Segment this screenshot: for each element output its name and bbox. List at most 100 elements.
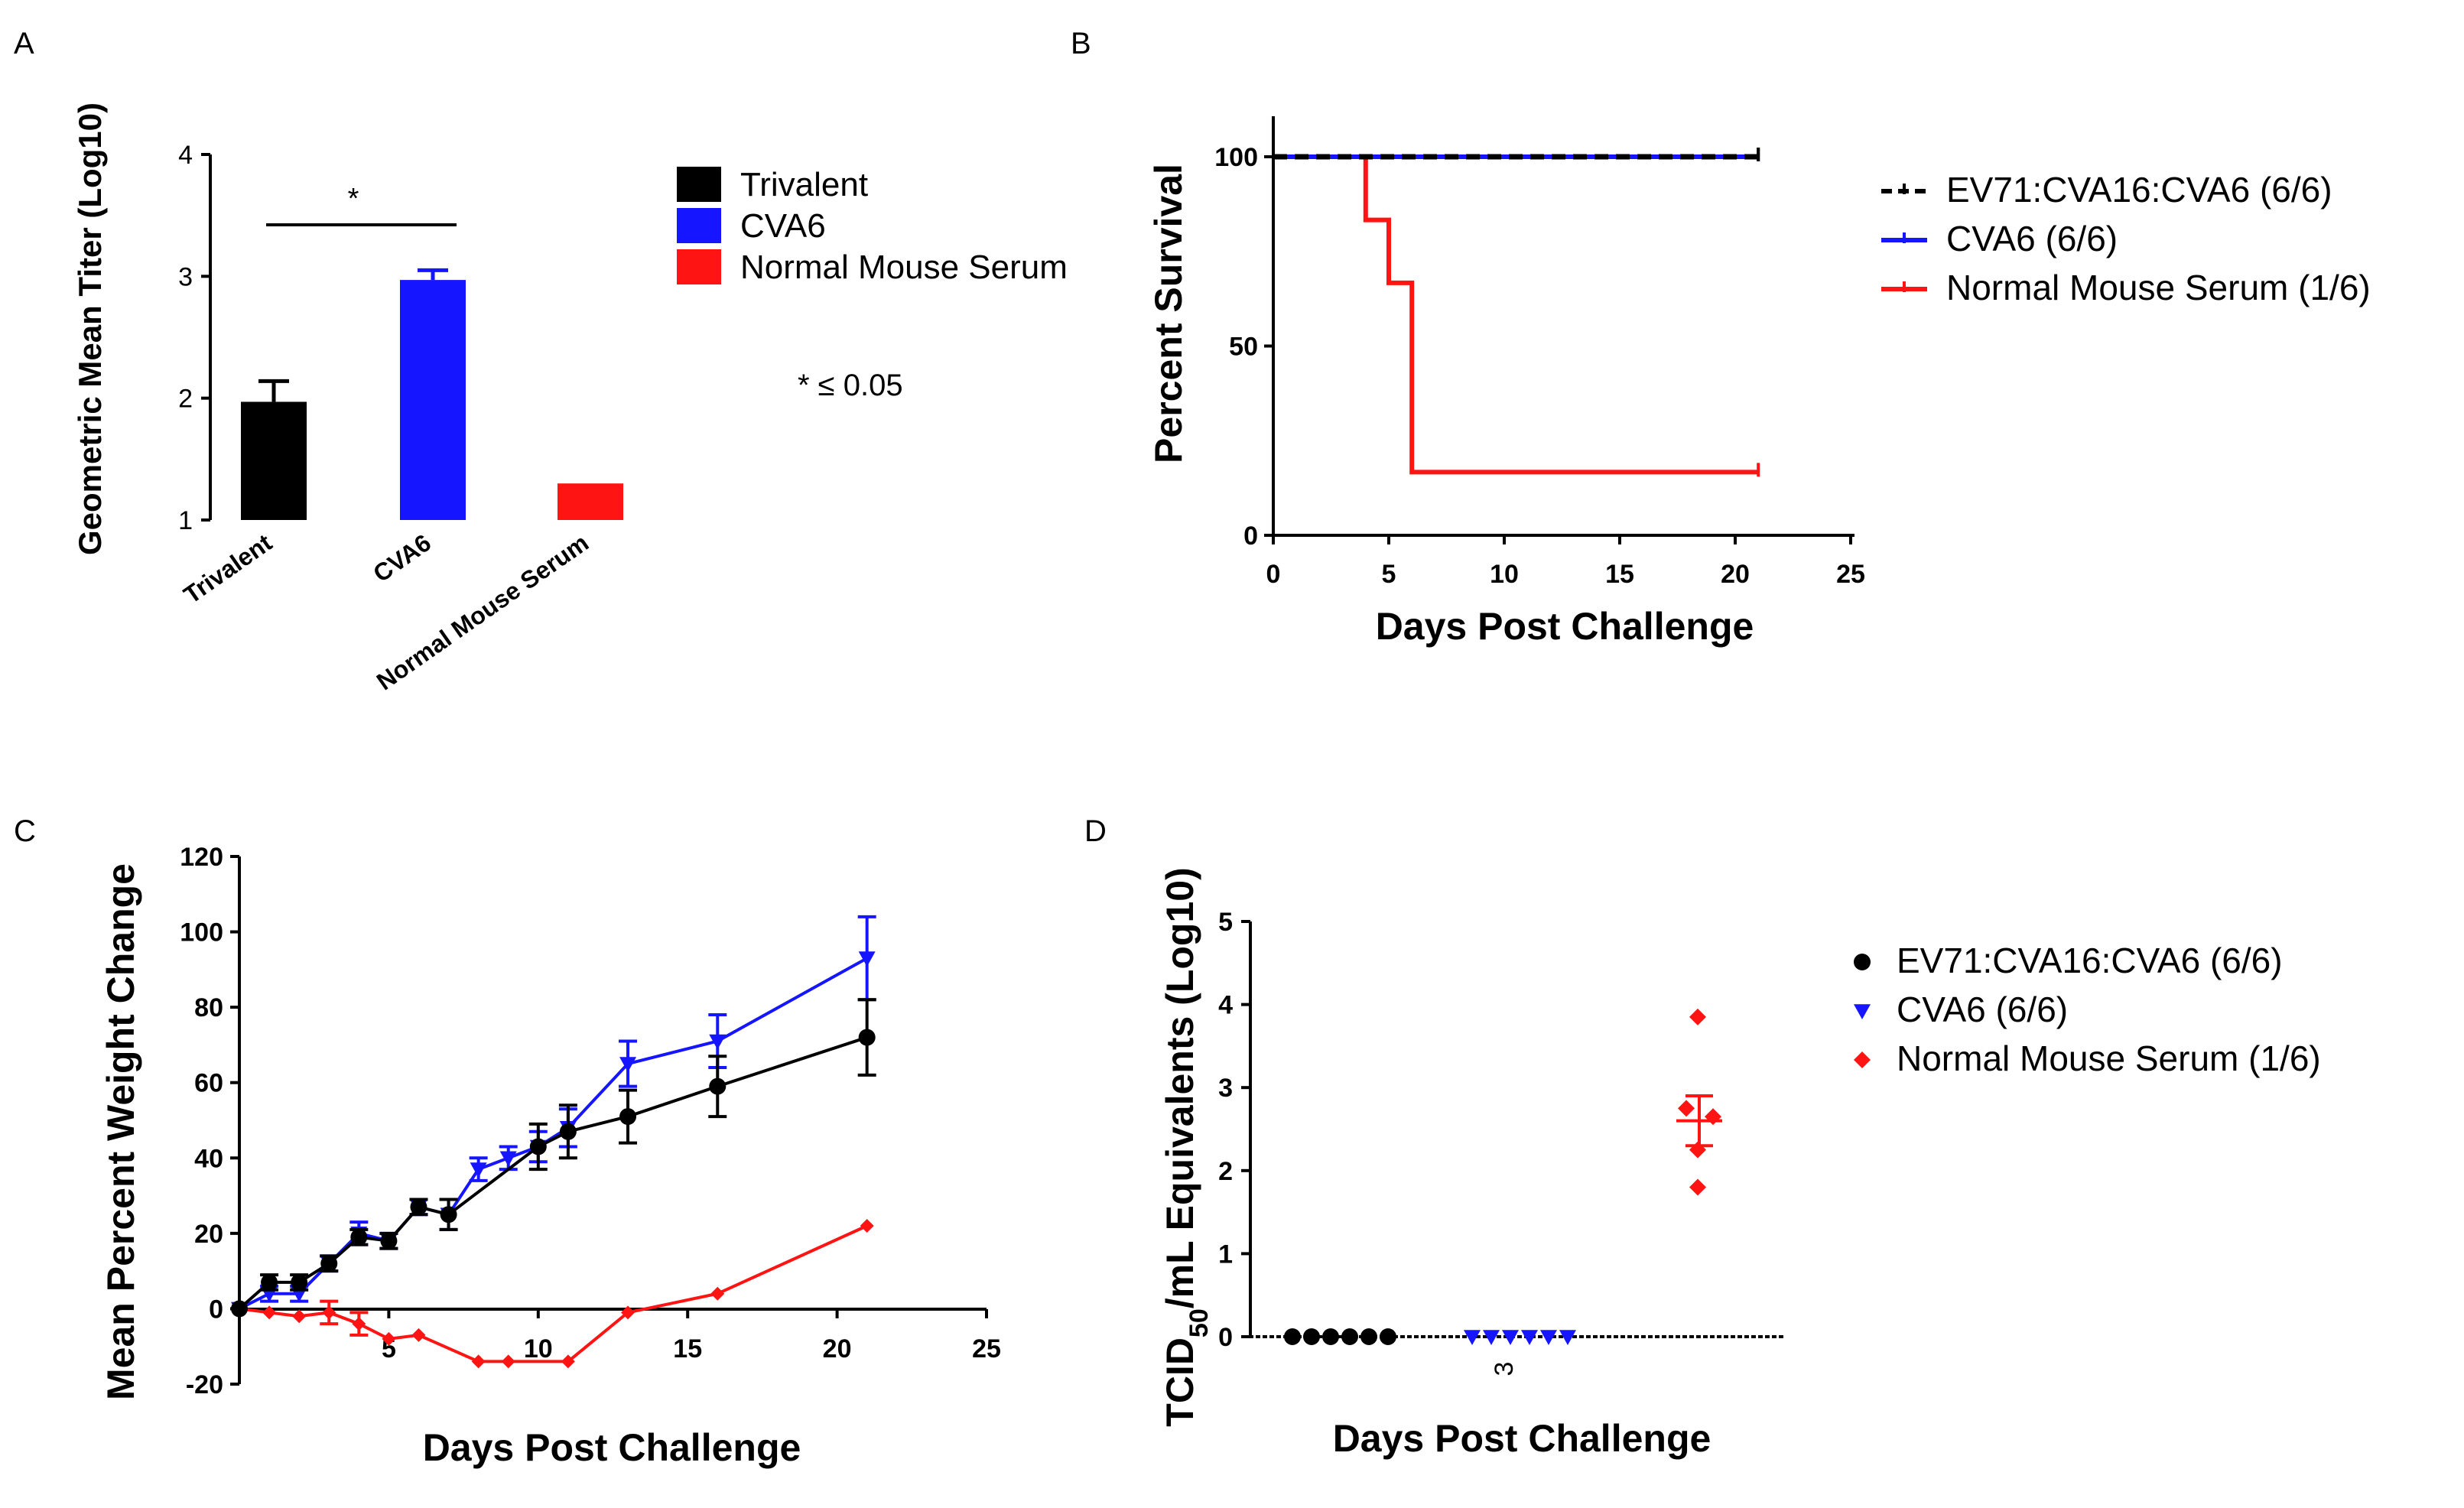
panel-d-y-tick-label: 5 [1218,908,1233,937]
panel-d-legend-symbol-ev71-cva16-cva6 [1854,954,1871,970]
panel-b-legend: EV71:CVA16:CVA6 (6/6) CVA6 (6/6) Normal … [1881,170,2371,307]
panel-c-data-point [231,1300,248,1318]
panel-d-x-axis-title: Days Post Challenge [1333,1417,1711,1460]
panel-a-legend-swatch-cva6 [677,208,721,243]
panel-b-legend-label-ev71-cva16-cva6: EV71:CVA16:CVA6 (6/6) [1946,170,2332,210]
panel-b-survival-curves [1273,148,1760,477]
panel-d-data-point [1689,1008,1706,1025]
panel-a-legend-label-normal-mouse-serum: Normal Mouse Serum [740,249,1068,286]
panel-c-data-point [858,1029,876,1046]
panel-c-data-point [322,1305,336,1320]
panel-c-data-point [501,1354,515,1369]
panel-d-data-point [1540,1330,1557,1345]
panel-d-y-axis-title-subscript: 50 [1185,1308,1214,1337]
panel-d-data-point [1559,1330,1576,1345]
panel-d-ticks: 0 1 2 3 4 5 [1218,908,1250,1352]
panel-d-y-tick-label: 1 [1218,1240,1233,1269]
panel-c-data-point [382,1331,396,1346]
panel-d-data-point [1303,1328,1320,1345]
panel-c-series [231,915,876,1369]
panel-a-significance-star: * [348,183,359,215]
panel-a-y-tick-label: 4 [178,141,193,170]
panel-letter-a: A [14,27,34,60]
panel-a-legend-swatch-normal-mouse-serum [677,249,721,284]
panel-d-legend-marker [1854,1004,1871,1019]
panel-d-data-point [1502,1330,1519,1345]
panel-c-y-axis-title: Mean Percent Weight Change [99,863,142,1400]
panel-c-data-point [320,1255,338,1272]
panel-a-legend: Trivalent CVA6 Normal Mouse Serum [677,166,1068,286]
panel-c-x-tick-label: 20 [823,1334,852,1363]
panel-c-data-point [410,1198,427,1216]
panel-b-x-tick-label: 0 [1266,560,1281,589]
panel-c-y-tick-label: 100 [180,918,223,947]
panel-c-data-point [262,1305,277,1320]
panel-c-data-point [619,1108,637,1126]
panel-c-y-tick-label: 60 [194,1069,223,1098]
panel-d-y-axis-title: TCID50/mL Equivalents (Log10) [1159,867,1214,1426]
panel-d-data-point [1341,1328,1358,1345]
panel-b-legend-label-normal-mouse-serum: Normal Mouse Serum (1/6) [1946,268,2371,307]
panel-c-data-point [291,1273,308,1291]
panel-d-data-point [1360,1328,1377,1345]
panel-b-legend-symbol-normal-mouse-serum [1881,281,1927,292]
panel-c-x-tick-label: 25 [972,1334,1001,1363]
panel-d-data-point [1380,1328,1396,1345]
panel-c-data-point [621,1305,636,1320]
panel-a-bar [241,401,307,520]
panel-c-x-tick-label: 15 [673,1334,702,1363]
panel-c-y-tick-label: 40 [194,1144,223,1173]
panel-d-points [1284,1008,1722,1345]
panel-a: A Geometric Mean Titer (Log10) 1 2 3 4 Triv… [14,27,1068,695]
panel-d-y-axis-title-rest: /mL Equivalents (Log10) [1159,867,1201,1308]
panel-a-bar [400,280,466,520]
panel-a-legend-label-cva6: CVA6 [740,207,826,245]
panel-c-data-point [411,1328,426,1342]
panel-a-x-tick-label: Trivalent [179,528,278,609]
panel-c-data-point [292,1309,307,1324]
panel-b-y-tick-label: 50 [1229,333,1258,362]
panel-letter-c: C [14,814,36,848]
panel-d-data-point [1689,1141,1706,1159]
panel-b-x-tick-label: 10 [1490,560,1519,589]
panel-d-y-tick-label: 0 [1218,1323,1233,1352]
panel-c-data-point [710,1286,725,1301]
panel-a-legend-label-trivalent: Trivalent [740,166,868,203]
panel-d-data-point [1464,1330,1481,1345]
panel-c-y-tick-label: 20 [194,1220,223,1249]
panel-d-data-point [1705,1108,1721,1126]
panel-c-data-point [619,1057,637,1073]
panel-c-data-point [499,1151,517,1167]
panel-d-y-axis-title-main: TCID [1159,1337,1201,1427]
panel-d-data-point [1678,1100,1695,1117]
panel-letter-d: D [1084,814,1107,848]
panel-d-legend-marker [1854,954,1871,970]
panel-b-y-tick-label: 100 [1214,143,1258,172]
panel-c-data-point [858,951,876,967]
panel-d-x-tick-label: 3 [1490,1362,1519,1376]
panel-b-x-tick-label: 5 [1382,560,1396,589]
panel-a-significance-note: * ≤ 0.05 [798,369,903,402]
panel-c-y-tick-label: -20 [186,1370,223,1399]
panel-c-y-tick-label: 80 [194,993,223,1022]
panel-d-legend-symbol-cva6 [1854,1004,1871,1019]
panel-c-data-point [709,1034,727,1050]
panel-c-data-point [471,1354,486,1369]
panel-d-data-point [1689,1178,1706,1196]
panel-d-legend-label-normal-mouse-serum: Normal Mouse Serum (1/6) [1897,1038,2321,1078]
panel-b-y-axis-title: Percent Survival [1147,164,1190,463]
panel-d: D TCID50/mL Equivalents (Log10) Days Pos… [1084,814,2321,1460]
panel-b-x-tick-label: 15 [1605,560,1634,589]
panel-a-x-tick-label: CVA6 [368,528,436,587]
panel-c-series-line [239,1224,868,1363]
panel-d-legend: EV71:CVA16:CVA6 (6/6) CVA6 (6/6) Normal … [1854,941,2321,1078]
panel-c-data-point [261,1273,278,1291]
panel-c-data-point [470,1162,487,1178]
panel-b-x-axis-title: Days Post Challenge [1376,605,1754,648]
panel-d-legend-marker [1854,1051,1871,1068]
panel-d-y-tick-label: 4 [1218,991,1233,1020]
panel-c-data-point [860,1219,874,1233]
panel-c-data-point [380,1232,398,1250]
